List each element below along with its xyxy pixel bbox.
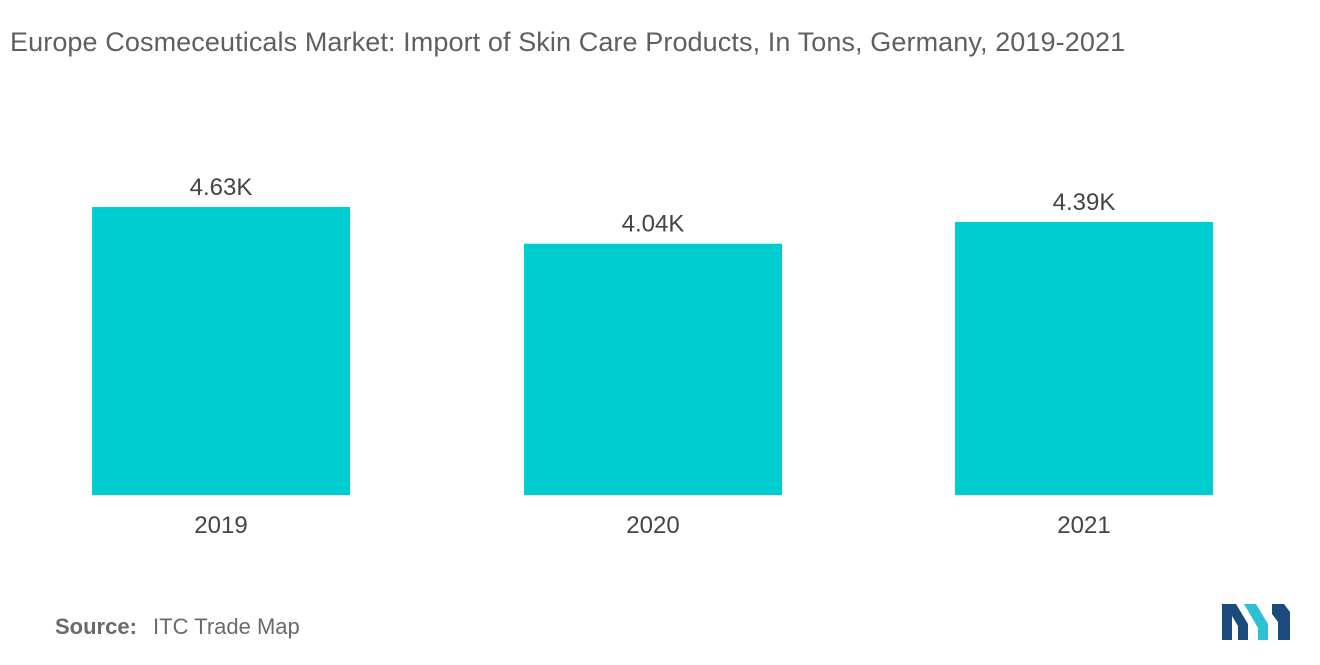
logo-shape-right <box>1272 604 1290 640</box>
value-label-2019: 4.63K <box>190 174 253 201</box>
category-label-2019: 2019 <box>194 512 247 539</box>
value-label-2021: 4.39K <box>1053 189 1116 216</box>
bar-2020 <box>524 243 782 495</box>
mordor-intelligence-logo-icon <box>1222 604 1290 640</box>
source-note: Source: ITC Trade Map <box>55 614 300 640</box>
category-label-2020: 2020 <box>626 512 679 539</box>
chart-title: Europe Cosmeceuticals Market: Import of … <box>10 27 1126 57</box>
logo-shape-left <box>1222 604 1248 640</box>
category-label-2021: 2021 <box>1057 512 1110 539</box>
value-label-2020: 4.04K <box>622 211 685 238</box>
bar-2021 <box>955 221 1213 496</box>
source-label: Source: <box>55 614 137 639</box>
bar-chart: 4.63K 2019 4.04K 2020 4.39K 2021 <box>92 174 1213 539</box>
logo-shape-mid <box>1244 604 1268 640</box>
bar-2019 <box>92 207 350 495</box>
source-text: ITC Trade Map <box>153 614 300 639</box>
